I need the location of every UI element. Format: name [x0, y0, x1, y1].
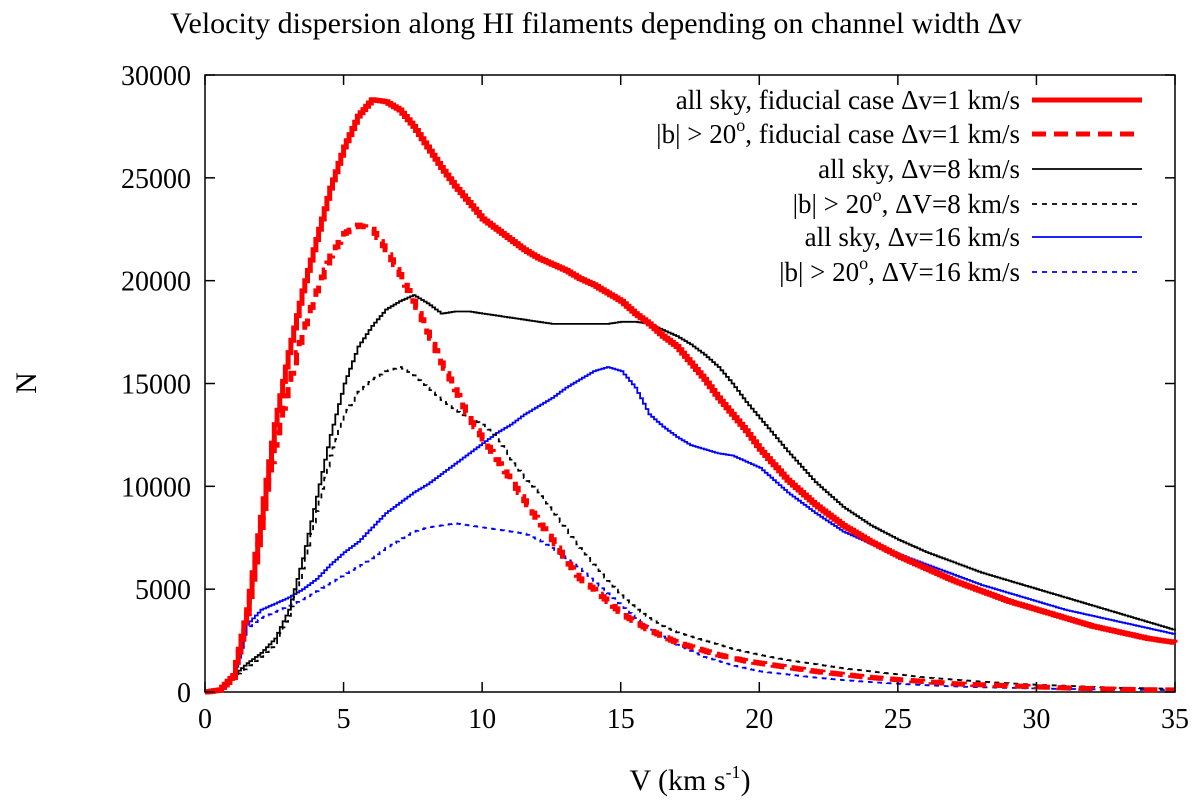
x-axis: 0 5 10 15 20 25 30 35	[198, 75, 1189, 735]
legend-label-text: , ΔV=8 km/s	[882, 189, 1020, 219]
legend-label: all sky, fiducial case Δv=1 km/s	[676, 85, 1020, 115]
x-tick-label: 15	[607, 704, 635, 735]
y-tick-label: 5000	[135, 575, 191, 606]
series-line	[205, 522, 1175, 693]
legend-label: |b| > 20o, ΔV=8 km/s	[793, 185, 1020, 219]
x-tick-label: 30	[1022, 704, 1050, 735]
x-axis-label-main: V (km s	[629, 764, 725, 797]
x-axis-label: V (km s-1)	[629, 762, 750, 797]
legend-label-superscript: o	[736, 115, 745, 135]
legend-label-text: all sky, Δv=8 km/s	[818, 154, 1020, 184]
legend: all sky, fiducial case Δv=1 km/s|b| > 20…	[656, 85, 1142, 287]
series-curves	[205, 97, 1178, 695]
series-line	[205, 222, 1175, 695]
x-tick-label: 35	[1161, 704, 1189, 735]
x-axis-label-superscript: -1	[726, 762, 741, 782]
series-line	[205, 294, 1176, 693]
legend-label-text: , ΔV=16 km/s	[868, 257, 1020, 287]
legend-label-superscript: o	[873, 185, 882, 205]
y-axis: 0 5000 10000 15000 20000 25000 30000	[121, 61, 1175, 709]
legend-label-text: |b| > 20	[656, 119, 736, 149]
y-tick-label: 10000	[121, 472, 191, 503]
y-tick-label: 20000	[121, 267, 191, 298]
legend-label: all sky, Δv=8 km/s	[818, 154, 1020, 184]
x-tick-label: 25	[884, 704, 912, 735]
legend-label: |b| > 20o, ΔV=16 km/s	[779, 253, 1020, 287]
x-axis-label-close: )	[741, 764, 751, 797]
series-line	[205, 366, 1176, 693]
chart-title: Velocity dispersion along HI filaments d…	[170, 7, 1022, 40]
plot-area	[204, 74, 1178, 695]
y-tick-label: 25000	[121, 164, 191, 195]
y-axis-label: N	[10, 372, 43, 394]
x-tick-label: 5	[337, 704, 351, 735]
legend-label-text: , fiducial case Δv=1 km/s	[745, 119, 1020, 149]
legend-label: all sky, Δv=16 km/s	[805, 222, 1020, 252]
y-tick-label: 30000	[121, 61, 191, 92]
x-tick-label: 10	[468, 704, 496, 735]
series-line	[205, 366, 1175, 693]
legend-label-text: all sky, fiducial case Δv=1 km/s	[676, 85, 1020, 115]
x-tick-label: 0	[198, 704, 212, 735]
legend-label-text: |b| > 20	[779, 257, 859, 287]
y-tick-label: 15000	[121, 370, 191, 401]
legend-label-text: all sky, Δv=16 km/s	[805, 222, 1020, 252]
series-line	[205, 97, 1178, 695]
legend-label: |b| > 20o, fiducial case Δv=1 km/s	[656, 115, 1020, 149]
legend-label-superscript: o	[859, 253, 868, 273]
legend-label-text: |b| > 20	[793, 189, 873, 219]
x-tick-label: 20	[745, 704, 773, 735]
y-tick-label: 0	[177, 678, 191, 709]
